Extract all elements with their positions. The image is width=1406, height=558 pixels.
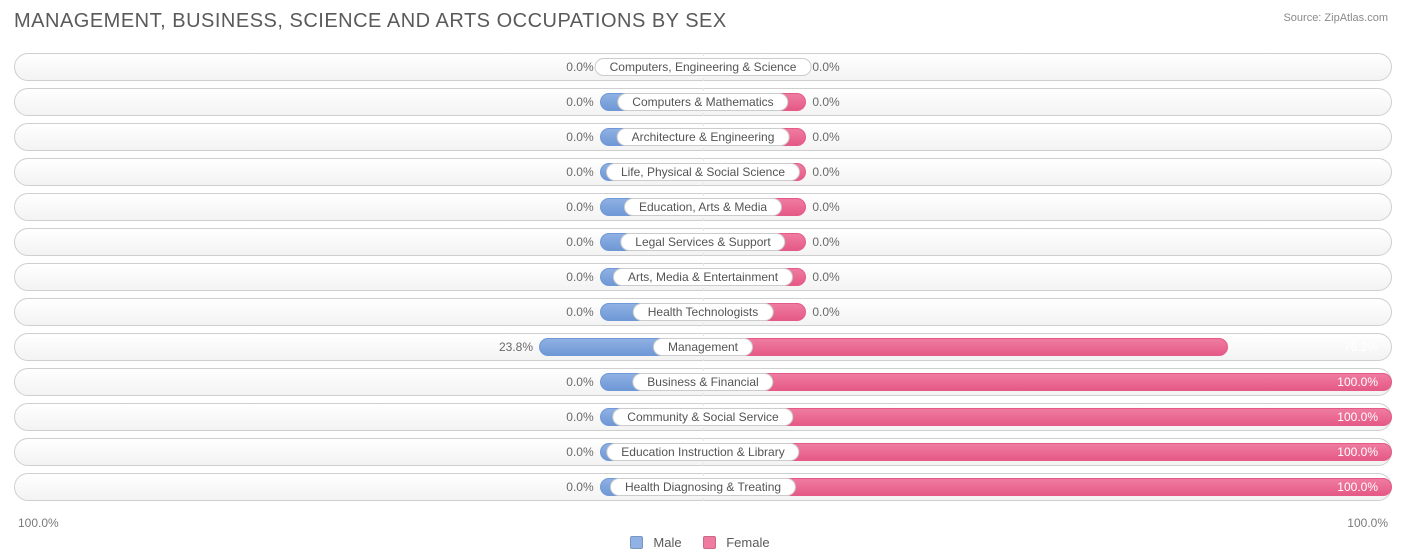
female-value: 0.0% <box>812 305 839 319</box>
male-value: 0.0% <box>566 60 593 74</box>
chart-row: Health Technologists 0.0% 0.0% <box>14 295 1392 329</box>
axis-label-left: 100.0% <box>18 516 59 530</box>
male-value: 0.0% <box>566 480 593 494</box>
female-bar <box>703 373 1392 391</box>
female-value: 0.0% <box>812 200 839 214</box>
female-value: 0.0% <box>812 130 839 144</box>
chart-row: Business & Financial 0.0% 100.0% <box>14 365 1392 399</box>
female-value: 100.0% <box>1337 480 1378 494</box>
male-value: 23.8% <box>499 340 533 354</box>
legend-female-label: Female <box>726 535 769 550</box>
category-label: Arts, Media & Entertainment <box>613 268 793 286</box>
female-value: 100.0% <box>1337 410 1378 424</box>
chart-row: Arts, Media & Entertainment 0.0% 0.0% <box>14 260 1392 294</box>
female-value: 0.0% <box>812 165 839 179</box>
female-value: 0.0% <box>812 60 839 74</box>
male-value: 0.0% <box>566 270 593 284</box>
category-label: Education, Arts & Media <box>624 198 782 216</box>
category-label: Computers, Engineering & Science <box>595 58 812 76</box>
chart-title: MANAGEMENT, BUSINESS, SCIENCE AND ARTS O… <box>0 0 1406 33</box>
category-label: Architecture & Engineering <box>617 128 790 146</box>
female-bar <box>703 338 1228 356</box>
male-value: 0.0% <box>566 410 593 424</box>
chart-row: Architecture & Engineering 0.0% 0.0% <box>14 120 1392 154</box>
female-value: 0.0% <box>812 95 839 109</box>
chart-row: Management 23.8% 76.2% <box>14 330 1392 364</box>
chart-source: Source: ZipAtlas.com <box>1283 12 1388 24</box>
female-value: 0.0% <box>812 270 839 284</box>
category-label: Business & Financial <box>632 373 773 391</box>
male-value: 0.0% <box>566 235 593 249</box>
chart-row: Education, Arts & Media 0.0% 0.0% <box>14 190 1392 224</box>
male-value: 0.0% <box>566 95 593 109</box>
male-value: 0.0% <box>566 445 593 459</box>
category-label: Health Technologists <box>633 303 774 321</box>
chart-row: Community & Social Service 0.0% 100.0% <box>14 400 1392 434</box>
female-bar <box>703 478 1392 496</box>
male-value: 0.0% <box>566 130 593 144</box>
female-bar <box>703 443 1392 461</box>
chart-row: Life, Physical & Social Science 0.0% 0.0% <box>14 155 1392 189</box>
female-value: 100.0% <box>1337 445 1378 459</box>
chart-row: Computers & Mathematics 0.0% 0.0% <box>14 85 1392 119</box>
legend: Male Female <box>0 535 1406 550</box>
category-label: Community & Social Service <box>612 408 793 426</box>
category-label: Life, Physical & Social Science <box>606 163 800 181</box>
category-label: Management <box>653 338 753 356</box>
category-label: Legal Services & Support <box>620 233 785 251</box>
chart-row: Computers, Engineering & Science0.0% 0.0% <box>14 50 1392 84</box>
occupations-chart: Computers, Engineering & Science0.0%0.0%… <box>14 50 1392 510</box>
female-bar <box>703 408 1392 426</box>
legend-female: Female <box>703 535 775 550</box>
category-label: Education Instruction & Library <box>606 443 799 461</box>
male-value: 0.0% <box>566 305 593 319</box>
legend-male: Male <box>630 535 687 550</box>
chart-row: Health Diagnosing & Treating 0.0% 100.0% <box>14 470 1392 504</box>
legend-male-label: Male <box>653 535 681 550</box>
category-label: Computers & Mathematics <box>617 93 788 111</box>
female-value: 100.0% <box>1337 375 1378 389</box>
chart-row: Legal Services & Support 0.0% 0.0% <box>14 225 1392 259</box>
category-label: Health Diagnosing & Treating <box>610 478 796 496</box>
female-value: 0.0% <box>812 235 839 249</box>
axis-label-right: 100.0% <box>1347 516 1388 530</box>
female-value: 76.2% <box>1344 340 1378 354</box>
male-value: 0.0% <box>566 165 593 179</box>
male-value: 0.0% <box>566 375 593 389</box>
male-value: 0.0% <box>566 200 593 214</box>
chart-row: Education Instruction & Library 0.0% 100.0… <box>14 435 1392 469</box>
